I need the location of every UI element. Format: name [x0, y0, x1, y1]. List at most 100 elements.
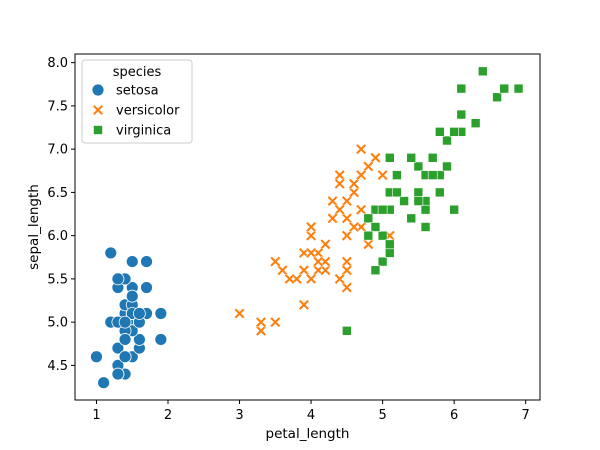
data-point-virginica — [470, 118, 481, 128]
y-axis: 4.5 5.0 5.5 6.0 6.5 7.0 7.5 8.0 — [47, 56, 75, 374]
data-point-virginica — [406, 213, 417, 224]
x-tick-label: 7 — [522, 408, 530, 423]
data-point-versicolor — [369, 152, 382, 164]
plot-marks — [90, 66, 524, 390]
data-point-virginica — [492, 92, 502, 103]
data-point-virginica — [435, 187, 445, 198]
data-point-virginica — [370, 265, 381, 276]
data-point-virginica — [427, 170, 438, 180]
data-point-virginica — [342, 325, 352, 336]
data-point-setosa — [90, 350, 103, 364]
x-tick-label: 3 — [235, 408, 243, 423]
data-point-versicolor — [276, 264, 289, 276]
data-point-setosa — [118, 315, 132, 329]
data-point-versicolor — [298, 264, 310, 276]
data-point-virginica — [499, 83, 510, 94]
data-point-versicolor — [341, 212, 353, 224]
data-point-setosa — [118, 333, 132, 346]
y-tick-label: 5.5 — [47, 272, 68, 287]
data-point-setosa — [154, 333, 168, 346]
data-point-versicolor — [305, 230, 317, 242]
legend: species setosa versicolor virginica — [81, 59, 193, 144]
data-point-versicolor — [334, 178, 346, 190]
legend-label: versicolor — [116, 104, 180, 119]
data-point-virginica — [370, 222, 381, 232]
data-point-versicolor — [348, 221, 360, 233]
data-point-virginica — [384, 248, 395, 258]
x-tick-label: 4 — [307, 408, 315, 423]
data-point-versicolor — [348, 178, 360, 190]
data-point-versicolor — [334, 169, 346, 181]
x-tick-label: 2 — [164, 408, 172, 423]
data-point-setosa — [125, 255, 139, 269]
data-point-versicolor — [305, 247, 317, 259]
legend-item-virginica: virginica — [93, 124, 171, 139]
data-point-setosa — [104, 246, 118, 260]
data-point-versicolor — [305, 273, 317, 285]
data-point-versicolor — [326, 212, 339, 224]
data-point-setosa — [111, 367, 125, 381]
data-point-setosa — [154, 307, 168, 320]
legend-title: species — [113, 65, 162, 80]
data-point-versicolor — [233, 307, 246, 320]
data-point-versicolor — [326, 195, 339, 207]
data-point-setosa — [132, 333, 146, 346]
data-point-versicolor — [305, 221, 317, 233]
data-point-versicolor — [355, 169, 367, 181]
data-point-versicolor — [319, 238, 331, 250]
data-point-virginica — [477, 66, 488, 77]
data-point-versicolor — [269, 256, 281, 268]
data-point-virginica — [456, 109, 467, 120]
data-point-virginica — [392, 170, 402, 180]
x-tick-label: 5 — [378, 408, 386, 423]
data-point-setosa — [118, 350, 132, 364]
data-point-virginica — [442, 161, 452, 172]
data-point-versicolor — [341, 264, 353, 276]
data-point-setosa — [140, 255, 153, 269]
data-point-versicolor — [362, 238, 374, 250]
data-point-virginica — [392, 187, 402, 198]
legend-marker-versicolor — [92, 104, 104, 116]
data-point-versicolor — [269, 316, 281, 328]
y-tick-label: 8.0 — [47, 56, 68, 71]
data-point-versicolor — [341, 195, 353, 207]
legend-marker-setosa — [91, 83, 105, 97]
data-point-virginica — [513, 83, 524, 94]
data-point-versicolor — [255, 316, 267, 328]
y-tick-label: 6.5 — [47, 186, 68, 201]
data-point-virginica — [413, 187, 424, 198]
data-point-virginica — [449, 204, 459, 215]
plot-frame — [74, 53, 541, 401]
data-point-virginica — [413, 196, 424, 206]
legend-item-versicolor: versicolor — [92, 104, 180, 119]
data-point-virginica — [442, 135, 452, 146]
data-point-setosa — [125, 289, 139, 303]
x-axis-label: petal_length — [266, 426, 350, 442]
legend-item-setosa: setosa — [91, 83, 159, 99]
data-point-virginica — [399, 196, 409, 206]
x-tick-label: 6 — [450, 408, 458, 423]
data-point-versicolor — [255, 325, 267, 337]
y-tick-label: 7.5 — [47, 99, 68, 114]
data-point-versicolor — [355, 143, 367, 155]
data-point-virginica — [427, 153, 438, 163]
data-point-versicolor — [355, 204, 367, 216]
data-point-virginica — [420, 204, 431, 215]
data-point-versicolor — [334, 273, 346, 285]
data-point-setosa — [97, 376, 111, 390]
data-point-virginica — [384, 239, 395, 250]
x-tick-label: 1 — [92, 408, 100, 423]
data-point-virginica — [435, 127, 445, 137]
data-point-setosa — [132, 307, 146, 320]
data-point-versicolor — [298, 299, 310, 311]
data-point-versicolor — [341, 230, 353, 242]
y-tick-label: 4.5 — [47, 359, 68, 374]
data-point-versicolor — [377, 169, 389, 181]
data-point-virginica — [406, 153, 417, 163]
x-axis: 1 2 3 4 5 6 7 — [92, 400, 530, 423]
data-point-virginica — [456, 83, 467, 94]
data-point-versicolor — [319, 264, 331, 276]
y-axis-label: sepal_length — [26, 184, 42, 270]
data-point-versicolor — [341, 256, 353, 268]
